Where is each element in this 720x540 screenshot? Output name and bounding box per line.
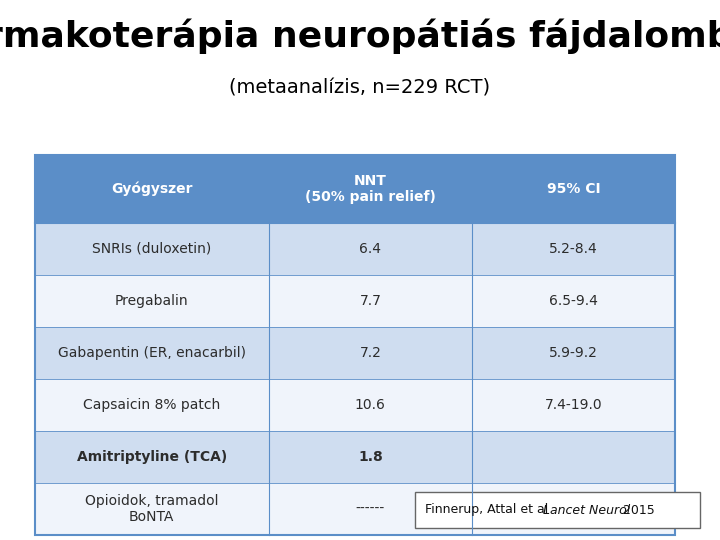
Text: Capsaicin 8% patch: Capsaicin 8% patch [84,398,220,412]
Bar [35,223,269,275]
Text: 7.4-19.0: 7.4-19.0 [545,398,603,412]
Bar [35,483,269,535]
Text: Amitriptyline (TCA): Amitriptyline (TCA) [76,450,227,464]
Text: Gabapentin (ER, enacarbil): Gabapentin (ER, enacarbil) [58,346,246,360]
Text: 5.9-9.2: 5.9-9.2 [549,346,598,360]
Bar [35,155,269,223]
Bar [472,275,675,327]
Text: 5.2-8.4: 5.2-8.4 [549,242,598,256]
Bar [269,379,472,431]
Bar [269,483,472,535]
Bar [269,223,472,275]
Bar [269,327,472,379]
Text: SNRIs (duloxetin): SNRIs (duloxetin) [92,242,212,256]
Bar [35,379,269,431]
Text: 6.4: 6.4 [359,242,382,256]
Bar [269,155,472,223]
Text: Opioidok, tramadol
BoNTA: Opioidok, tramadol BoNTA [85,494,219,524]
Text: 6.5-9.4: 6.5-9.4 [549,294,598,308]
Text: 95% CI: 95% CI [546,182,600,196]
Text: NNT
(50% pain relief): NNT (50% pain relief) [305,174,436,204]
Text: (metaanalízis, n=229 RCT): (metaanalízis, n=229 RCT) [230,78,490,97]
Text: Lancet Neurol: Lancet Neurol [543,503,630,516]
Bar [269,431,472,483]
Bar [35,327,269,379]
Text: 10.6: 10.6 [355,398,386,412]
Text: Gyógyszer: Gyógyszer [111,182,192,196]
Bar [472,431,675,483]
Text: 2015: 2015 [619,503,654,516]
Text: 7.2: 7.2 [359,346,382,360]
Bar [35,431,269,483]
Text: Pregabalin: Pregabalin [115,294,189,308]
Text: 1.8: 1.8 [358,450,383,464]
Bar [415,492,700,528]
Bar [472,223,675,275]
Bar [269,275,472,327]
Bar [35,275,269,327]
Bar [472,379,675,431]
Bar [472,327,675,379]
Text: Farmakoterápia neuropátiás fájdalomban: Farmakoterápia neuropátiás fájdalomban [0,18,720,53]
Bar [472,155,675,223]
Bar [472,483,675,535]
Text: Finnerup, Attal et al: Finnerup, Attal et al [425,503,552,516]
Bar [35,155,675,535]
Text: ------: ------ [356,502,385,516]
Text: 7.7: 7.7 [359,294,382,308]
